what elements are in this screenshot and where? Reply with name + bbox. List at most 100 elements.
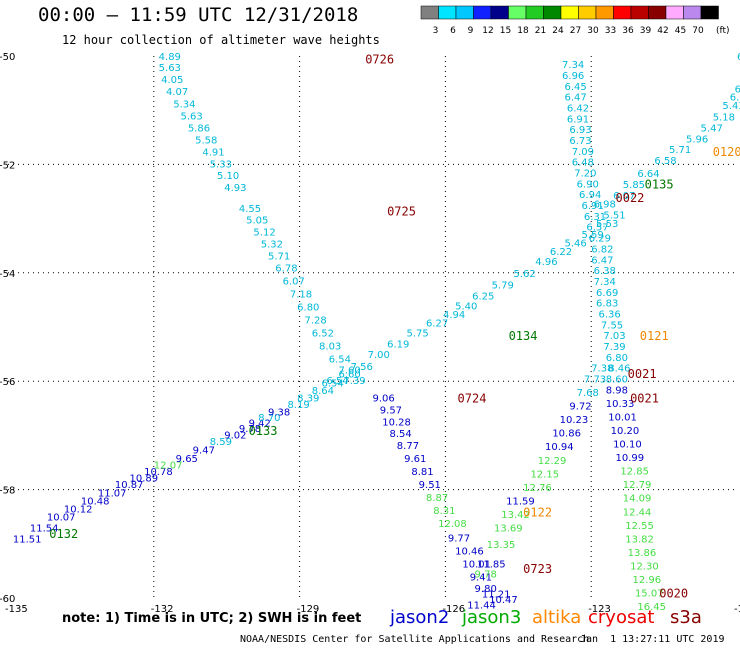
swh-value: 5.32	[261, 240, 283, 251]
swh-value: 10.28	[382, 417, 411, 428]
swh-value: 6.91	[567, 114, 589, 125]
colorbar-swatch	[525, 5, 544, 20]
swh-value: 6.38	[594, 266, 616, 277]
swh-value: 7.00	[368, 350, 390, 361]
swh-value: 7.68	[577, 388, 599, 399]
swh-value: 6.45	[564, 82, 586, 93]
swh-value: 10.86	[552, 429, 581, 440]
swh-value: 9.47	[193, 445, 215, 456]
swh-value: 5.63	[159, 63, 181, 74]
swh-value: 6.49	[737, 52, 740, 63]
swh-value: 6.54	[321, 378, 343, 389]
swh-value: 7.20	[574, 169, 596, 180]
swh-value: 10.89	[130, 474, 159, 485]
swh-value: 8.87	[426, 493, 448, 504]
colorbar-swatch	[700, 5, 719, 20]
swh-values: 4.895.634.054.075.345.635.865.584.915.33…	[13, 52, 740, 613]
pass-time-label: 0121	[640, 329, 669, 343]
swh-value: 7.03	[603, 331, 625, 342]
swh-value: 10.46	[455, 546, 484, 557]
swh-value: 10.94	[545, 442, 574, 453]
swh-value: 8.81	[411, 467, 433, 478]
swh-value: 13.69	[494, 524, 523, 535]
colorbar-label: 27	[570, 26, 581, 36]
pass-time-label: 0021	[628, 367, 657, 381]
swh-value: 8.59	[210, 437, 232, 448]
swh-value: 6.07	[730, 93, 740, 104]
swh-value: 6.19	[387, 339, 409, 350]
swh-value: 5.34	[173, 100, 195, 111]
swh-value: 5.18	[713, 113, 735, 124]
swh-value: 7.34	[594, 277, 616, 288]
swh-value: 10.01	[462, 559, 491, 570]
swh-value: 10.47	[489, 595, 518, 606]
swh-value: 4.07	[166, 87, 188, 98]
swh-value: 9.06	[373, 393, 395, 404]
swh-value: 6.82	[591, 244, 613, 255]
swh-value: 5.75	[407, 328, 429, 339]
colorbar-swatch	[648, 5, 667, 20]
swh-value: 8.98	[606, 385, 628, 396]
swh-value: 5.71	[268, 251, 290, 262]
swh-value: 10.12	[64, 505, 93, 516]
y-tick-label: -60	[0, 594, 15, 605]
swh-value: 8.70	[258, 413, 280, 424]
swh-value: 5.40	[455, 301, 477, 312]
swh-value: 10.20	[611, 426, 640, 437]
colorbar-label: 36	[622, 26, 634, 36]
colorbar-swatch	[508, 5, 527, 20]
swh-value: 9.02	[224, 430, 246, 441]
colorbar-label: 15	[500, 26, 511, 36]
swh-value: 7.55	[601, 320, 623, 331]
swh-value: 9.78	[475, 570, 497, 581]
swh-value: 8.54	[390, 429, 412, 440]
x-tick-label: -123	[588, 604, 611, 615]
swh-value: 6.64	[637, 169, 659, 180]
pass-time-label: 0122	[523, 505, 552, 519]
swh-value: 8.64	[312, 386, 334, 397]
pass-time-label: 0020	[659, 587, 688, 601]
colorbar-swatch	[543, 5, 562, 20]
map-title: 00:00 – 11:59 UTC 12/31/2018	[38, 4, 359, 26]
swh-value: 4.55	[239, 204, 261, 215]
swh-value: 6.90	[577, 179, 599, 190]
pass-time-label: 0021	[630, 391, 659, 405]
swh-value: 6.60	[338, 370, 360, 381]
swh-value: 13.86	[628, 548, 657, 559]
colorbar-label: 24	[552, 26, 564, 36]
colorbar-unit: (ft)	[716, 26, 730, 36]
swh-value: 6.91	[581, 201, 603, 212]
swh-value: 5.96	[686, 134, 708, 145]
colorbar-label: 18	[517, 26, 529, 36]
swh-value: 13.82	[625, 534, 654, 545]
colorbar-label: 33	[605, 26, 616, 36]
swh-value: 5.12	[253, 228, 275, 239]
swh-value: 12.44	[623, 507, 652, 518]
colorbar-swatch	[683, 5, 702, 20]
swh-value: 7.09	[572, 147, 594, 158]
pass-time-label: 0133	[249, 424, 278, 438]
swh-value: 6.07	[613, 191, 635, 202]
x-tick-label: -132	[151, 604, 174, 615]
swh-value: 12.07	[154, 461, 183, 472]
swh-value: 5.05	[246, 216, 268, 227]
swh-value: 5.85	[623, 180, 645, 191]
swh-value: 10.07	[47, 513, 76, 524]
swh-value: 10.23	[560, 415, 589, 426]
swh-value: 12.08	[438, 519, 467, 530]
swh-value: 8.39	[297, 393, 319, 404]
swh-value: 6.98	[594, 199, 616, 210]
colorbar-swatch	[630, 5, 649, 20]
swh-value: 10.78	[144, 467, 173, 478]
pass-time-label: 0132	[49, 527, 78, 541]
colorbar-label: 70	[692, 26, 704, 36]
swh-value: 7.38	[591, 364, 613, 375]
swh-value: 11.44	[467, 601, 496, 612]
swh-value: 7.18	[290, 289, 312, 300]
swh-value: 6.47	[591, 255, 613, 266]
swh-value: 10.10	[613, 440, 642, 451]
swh-value: 5.86	[188, 124, 210, 135]
swh-value: 6.36	[598, 309, 620, 320]
colorbar-swatch	[438, 5, 457, 20]
